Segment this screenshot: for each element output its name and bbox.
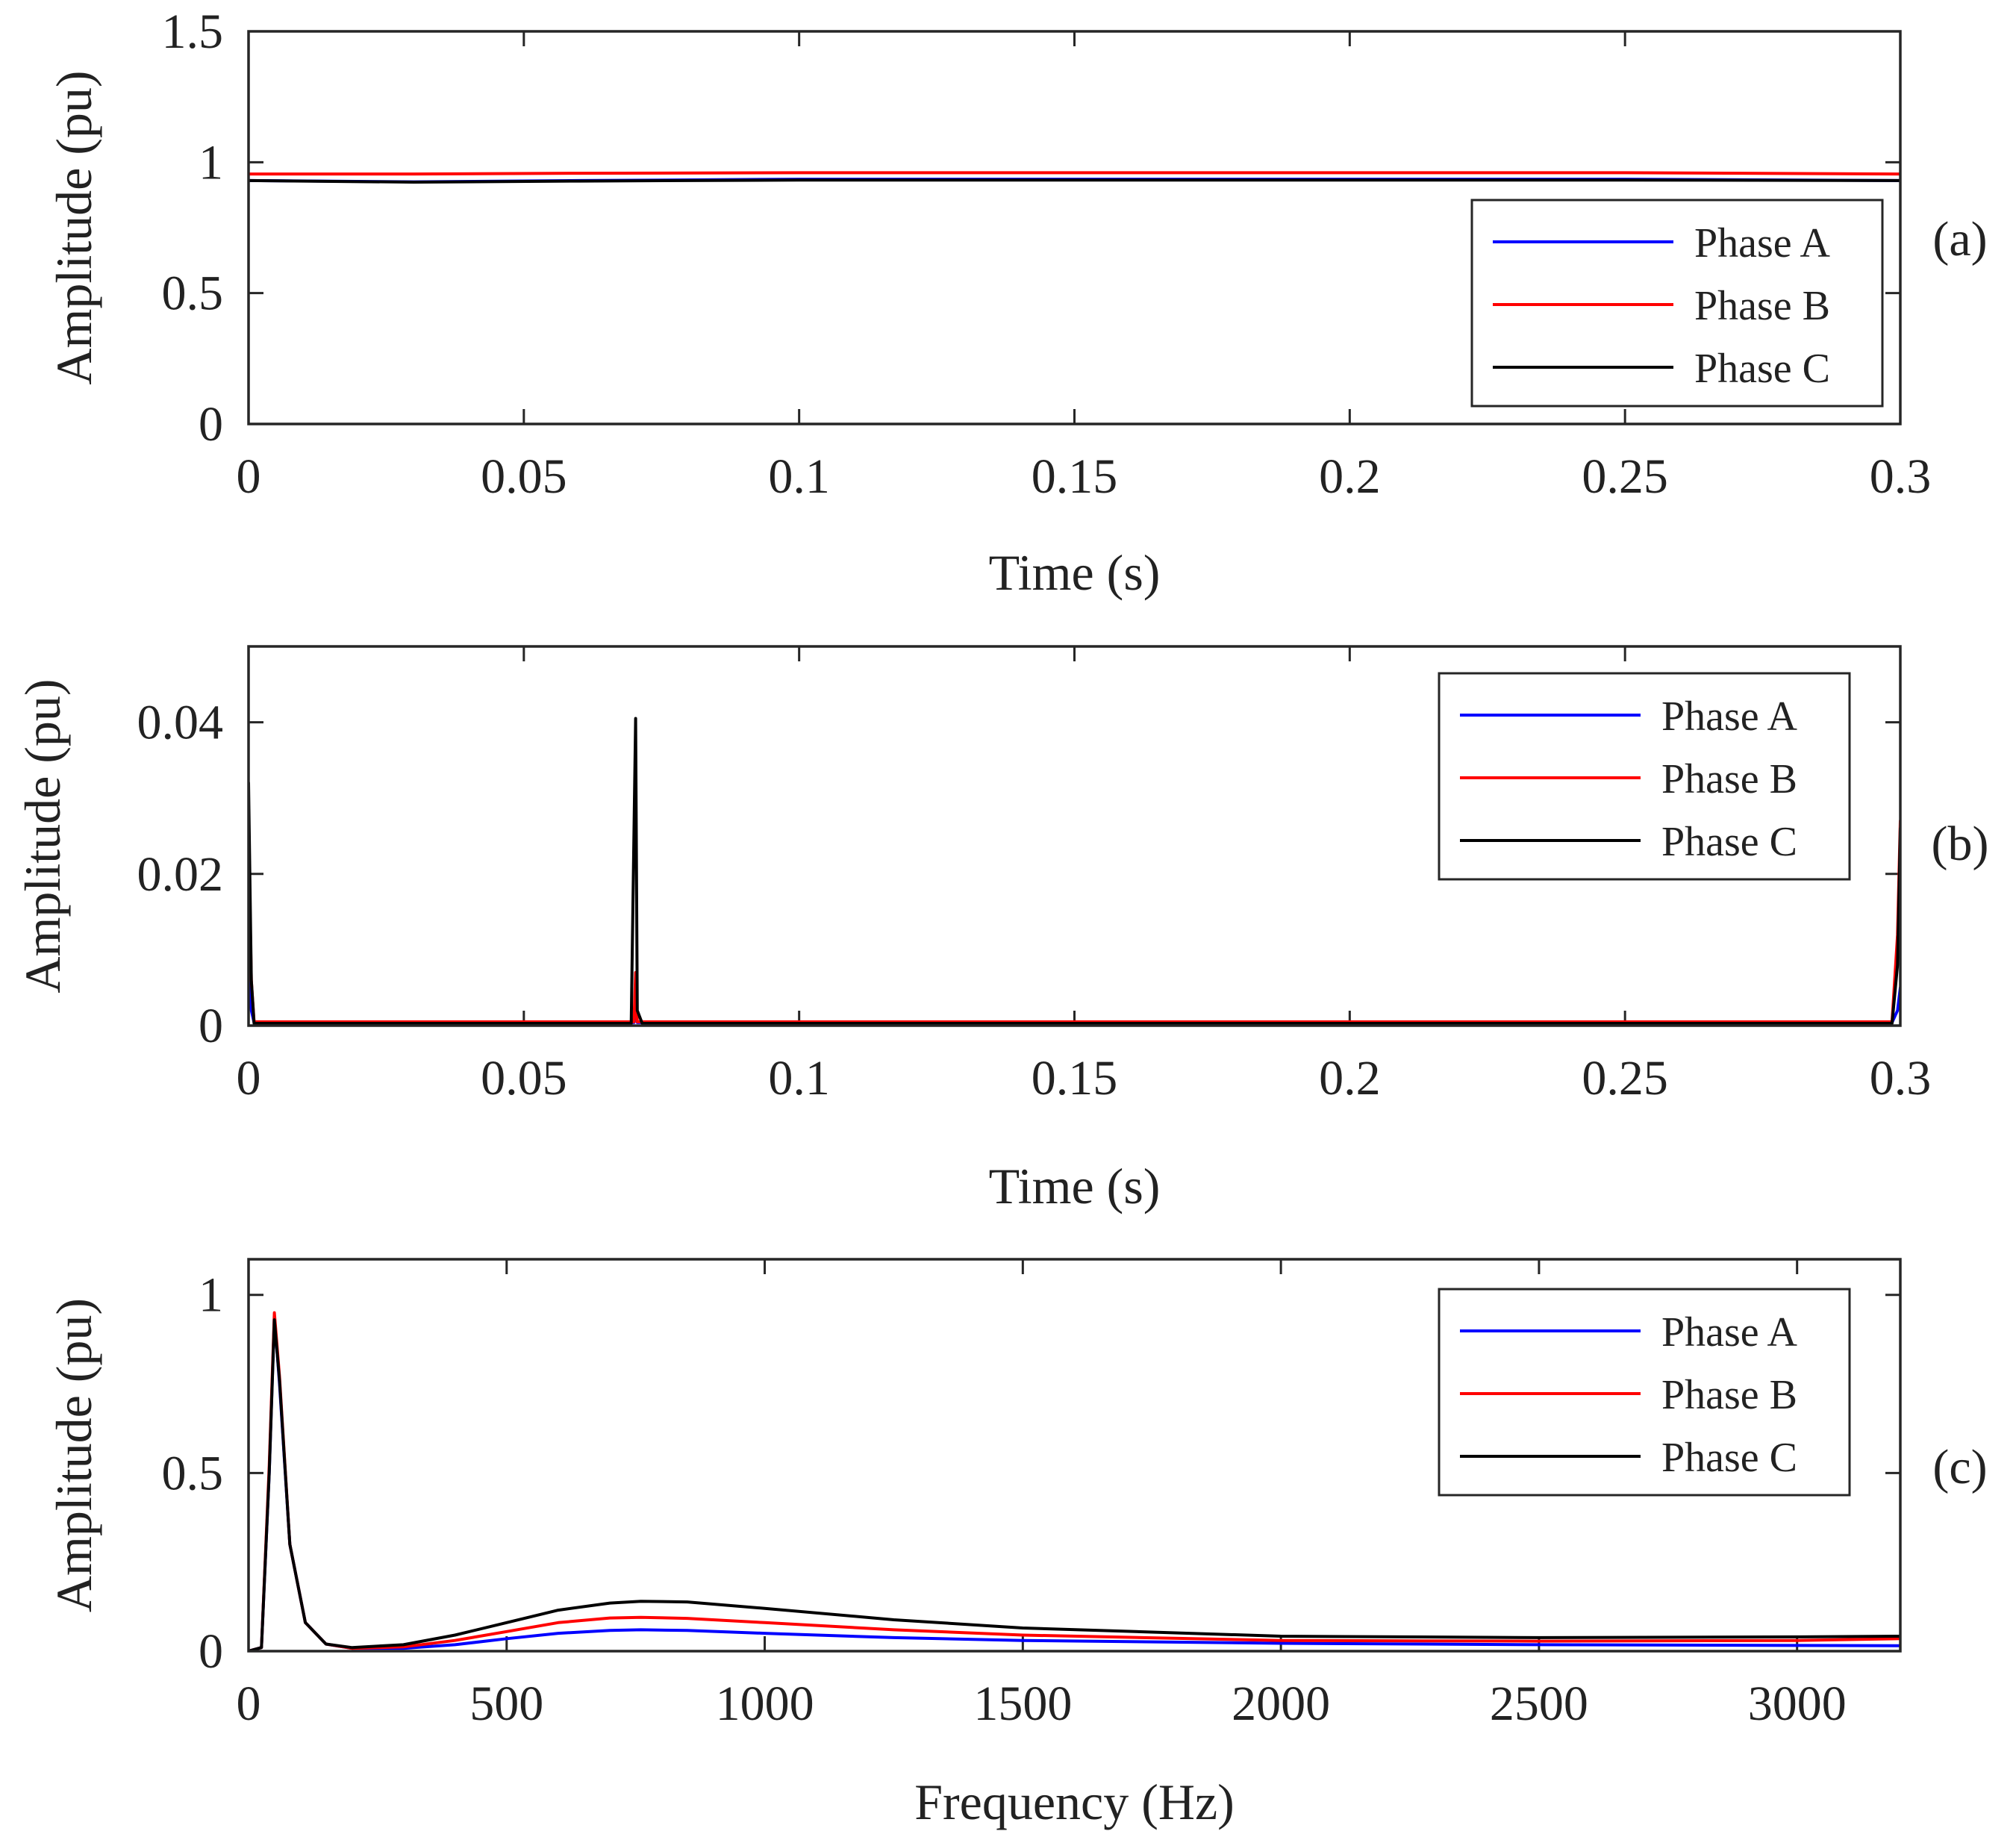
y-tick-label: 1 — [199, 1268, 223, 1323]
x-tick-label: 0.15 — [1032, 449, 1118, 504]
axes-box — [247, 30, 1902, 425]
y-tick-label: 0.5 — [162, 266, 224, 321]
axes-box — [247, 1258, 1902, 1653]
series-group — [249, 717, 1900, 1025]
chart-panel-a: 0 0.05 0.1 0.15 0.2 0.25 0.3 0 0.5 1 1.5 Time (s) Am… — [46, 4, 1988, 601]
chart-panel-c: 0 500 1000 1500 2000 2500 3000 0 0.5 1 Frequency (… — [46, 1258, 1988, 1830]
panel-label: (c) — [1932, 1440, 1987, 1494]
legend: Phase A Phase B Phase C — [1470, 199, 1884, 408]
y-tick-label: 0 — [199, 397, 223, 452]
x-tick-label: 0.05 — [481, 1051, 567, 1105]
series-line-phase-c — [249, 1318, 1900, 1651]
panel-label: (a) — [1932, 212, 1987, 266]
y-tick-label: 1.5 — [162, 4, 224, 59]
x-tick-label: 0.25 — [1582, 1051, 1668, 1105]
series-line-phase-c — [249, 178, 1900, 184]
x-tick-label: 0.15 — [1032, 1051, 1118, 1105]
x-tick-label: 3000 — [1748, 1677, 1847, 1731]
x-tick-label: 1500 — [973, 1677, 1072, 1731]
x-tick-label: 0 — [237, 1677, 261, 1731]
panel-label: (b) — [1932, 817, 1989, 871]
legend-label: Phase B — [1694, 283, 1830, 329]
x-tick-label: 0 — [237, 449, 261, 504]
y-axis-title: Amplitude (pu) — [46, 70, 102, 384]
x-tick-label: 500 — [469, 1677, 543, 1731]
x-tick-label: 0.05 — [481, 449, 567, 504]
legend-label: Phase A — [1694, 220, 1831, 266]
x-tick-label: 0.1 — [768, 1051, 830, 1105]
legend-label: Phase B — [1661, 756, 1797, 802]
legend-label: Phase C — [1661, 1435, 1797, 1481]
legend-label: Phase C — [1661, 819, 1797, 865]
x-axis-title: Frequency (Hz) — [914, 1774, 1235, 1830]
legend: Phase A Phase B Phase C — [1438, 1288, 1851, 1497]
x-axis-title: Time (s) — [989, 1158, 1161, 1214]
y-tick-label: 0 — [199, 999, 223, 1053]
series-group — [249, 171, 1900, 184]
legend-label: Phase A — [1661, 1309, 1798, 1356]
y-tick-label: 0.02 — [137, 847, 224, 902]
x-tick-label: 2000 — [1232, 1677, 1330, 1731]
x-tick-label: 0.25 — [1582, 449, 1668, 504]
legend: Phase A Phase B Phase C — [1438, 672, 1851, 881]
x-tick-label: 0.2 — [1319, 1051, 1381, 1105]
series-line-phase-b — [249, 171, 1900, 176]
series-group — [249, 1311, 1900, 1651]
y-tick-label: 0.5 — [162, 1446, 224, 1500]
y-tick-label: 1 — [199, 135, 223, 190]
legend-label: Phase C — [1694, 346, 1830, 392]
y-tick-label: 0 — [199, 1624, 223, 1679]
series-line-phase-c — [249, 717, 1900, 1025]
legend-label: Phase B — [1661, 1372, 1797, 1418]
x-tick-label: 0.1 — [768, 449, 830, 504]
x-tick-label: 2500 — [1490, 1677, 1588, 1731]
y-tick-label: 0.04 — [137, 696, 224, 750]
x-tick-label: 0.3 — [1870, 449, 1932, 504]
legend-label: Phase A — [1661, 693, 1798, 740]
x-axis-title: Time (s) — [989, 544, 1161, 601]
x-tick-label: 0.2 — [1319, 449, 1381, 504]
chart-panel-b: 0 0.05 0.1 0.15 0.2 0.25 0.3 0 0.02 0.04 Time (s) A… — [14, 645, 1989, 1214]
y-axis-title: Amplitude (pu) — [14, 679, 71, 993]
y-axis-title: Amplitude (pu) — [46, 1298, 102, 1612]
x-tick-label: 1000 — [716, 1677, 814, 1731]
axes-box — [247, 645, 1902, 1027]
x-tick-label: 0 — [237, 1051, 261, 1105]
x-tick-label: 0.3 — [1870, 1051, 1932, 1105]
